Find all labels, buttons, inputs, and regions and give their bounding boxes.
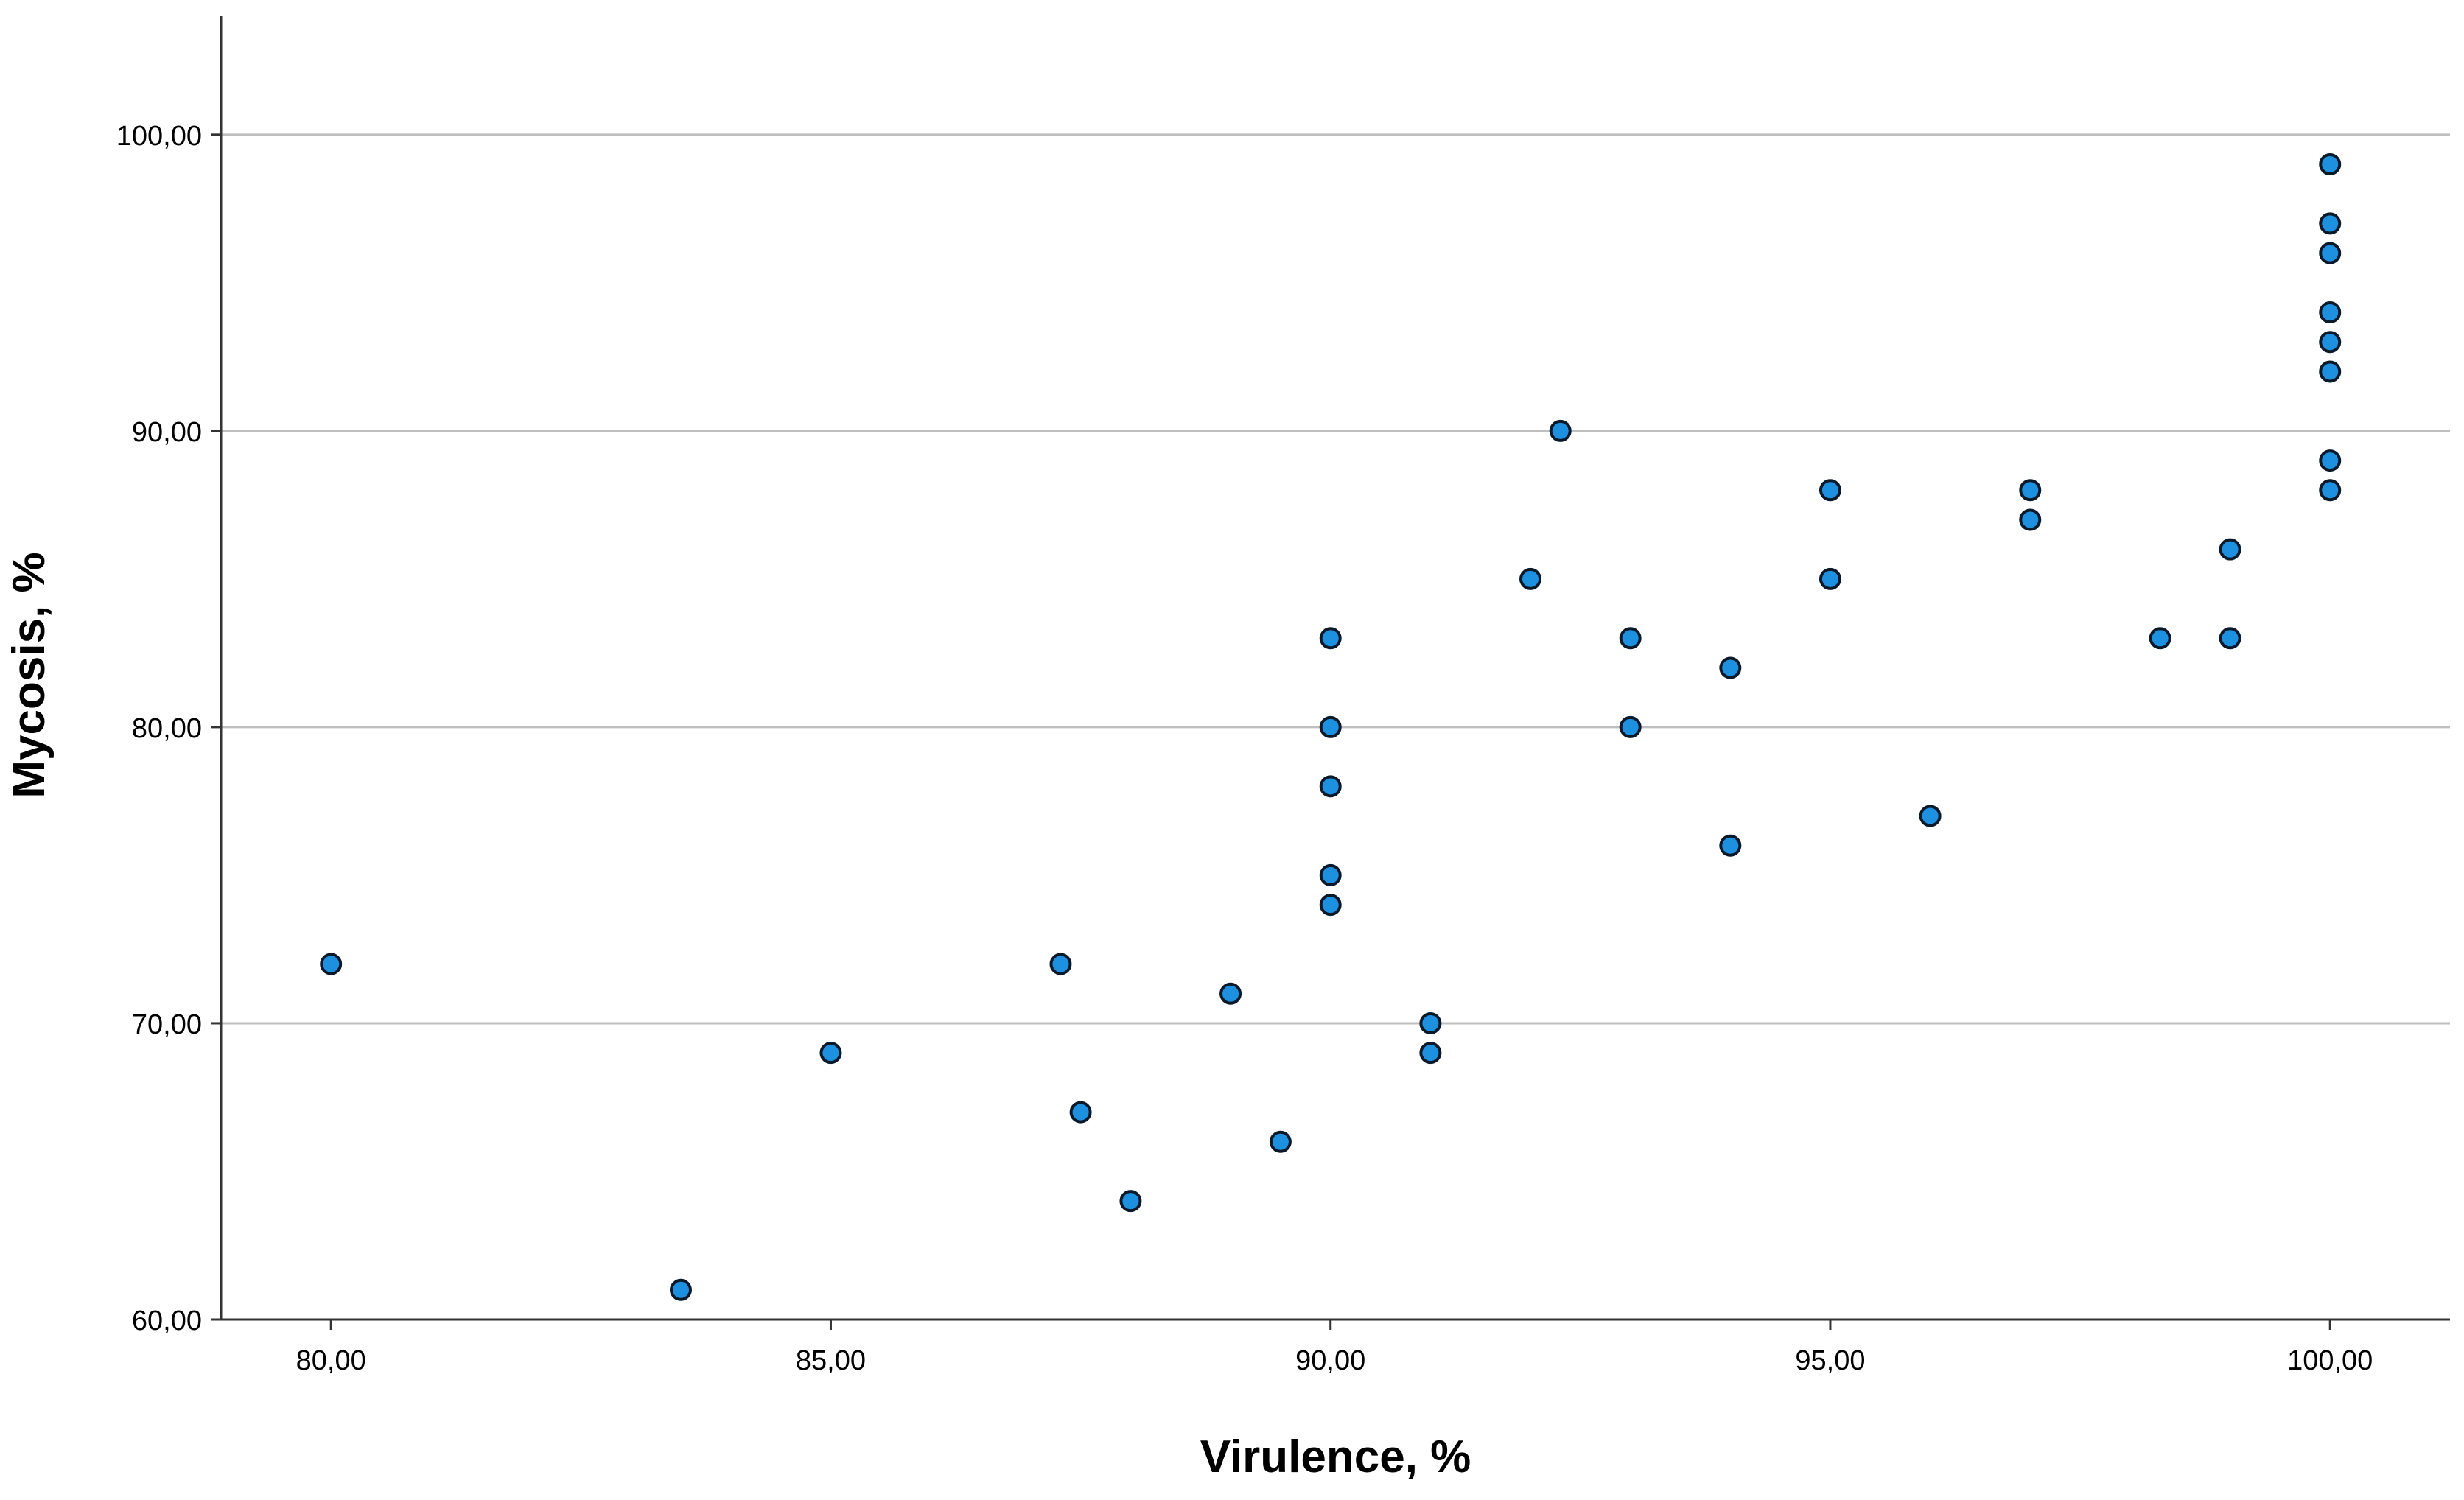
data-point	[1819, 479, 1841, 502]
data-point	[2019, 479, 2042, 502]
data-point	[2319, 153, 2342, 176]
data-point	[2319, 242, 2342, 264]
data-points	[320, 153, 2342, 1301]
y-tick-label: 90,00	[132, 417, 202, 448]
x-tick-label: 100,00	[2287, 1345, 2373, 1376]
data-point	[2319, 331, 2342, 354]
y-tick-label: 70,00	[132, 1009, 202, 1040]
data-point	[1549, 419, 1572, 442]
x-tick-label: 90,00	[1295, 1345, 1365, 1376]
x-axis-ticks: 80,00 85,00 90,00 95,00 100,00	[296, 1319, 2373, 1376]
data-point	[1049, 953, 1072, 975]
data-point	[1269, 1130, 1292, 1153]
data-point	[2149, 627, 2171, 650]
data-point	[2319, 212, 2342, 235]
x-tick-label: 85,00	[796, 1345, 866, 1376]
data-point	[1419, 1042, 1442, 1065]
data-point	[2319, 301, 2342, 324]
data-point	[1419, 1012, 1442, 1034]
data-point	[2319, 449, 2342, 472]
x-tick-label: 95,00	[1795, 1345, 1865, 1376]
data-point	[2219, 538, 2241, 561]
data-point	[1919, 805, 1942, 827]
data-point	[1119, 1190, 1142, 1213]
y-tick-label: 100,00	[116, 121, 202, 152]
y-tick-label: 80,00	[132, 713, 202, 744]
gridlines	[221, 133, 2450, 1025]
data-point	[669, 1278, 692, 1301]
data-point	[320, 953, 343, 975]
y-tick-label: 60,00	[132, 1306, 202, 1336]
axes	[220, 16, 2450, 1321]
y-axis-title: Mycosis, %	[4, 552, 55, 798]
y-axis-ticks: 60,00 70,00 80,00 90,00 100,00	[116, 121, 221, 1336]
data-point	[1719, 834, 1742, 857]
data-point	[819, 1042, 842, 1065]
data-point	[2319, 479, 2342, 502]
data-point	[1319, 715, 1342, 738]
data-point	[1519, 567, 1542, 590]
data-point	[1319, 863, 1342, 886]
data-point	[2219, 627, 2241, 650]
data-point	[1319, 775, 1342, 798]
x-tick-label: 80,00	[296, 1345, 366, 1376]
data-point	[1619, 627, 1642, 650]
data-point	[1819, 567, 1841, 590]
x-axis-title: Virulence, %	[1200, 1431, 1471, 1482]
data-point	[1069, 1101, 1092, 1124]
data-point	[2319, 360, 2342, 383]
data-point	[1219, 982, 1242, 1005]
data-point	[1319, 894, 1342, 917]
data-point	[1319, 627, 1342, 650]
data-point	[1719, 656, 1742, 679]
data-point	[1619, 715, 1642, 738]
data-point	[2019, 508, 2042, 531]
